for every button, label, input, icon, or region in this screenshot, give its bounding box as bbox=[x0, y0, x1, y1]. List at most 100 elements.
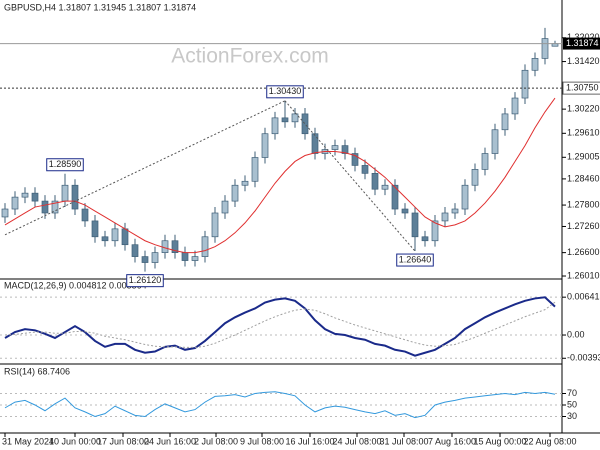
candle-body bbox=[361, 165, 369, 174]
candle-body bbox=[461, 184, 469, 210]
candle-body bbox=[391, 184, 399, 210]
candle-body bbox=[201, 236, 209, 257]
trendline bbox=[284, 100, 416, 252]
rsi-title: RSI(14) 68.7406 bbox=[4, 366, 70, 376]
x-tick-label: 17 Jun 08:00 bbox=[97, 436, 149, 446]
y-tick-label: 1.30220 bbox=[567, 104, 600, 114]
candle-body bbox=[211, 212, 219, 238]
candle-body bbox=[51, 200, 59, 214]
x-tick-label: 31 May 2024 bbox=[2, 436, 54, 446]
candle-body bbox=[141, 256, 149, 263]
annotation-label: 1.28590 bbox=[49, 159, 82, 169]
x-tick-label: 9 Jul 08:00 bbox=[240, 436, 284, 446]
y-tick-label: 1.29610 bbox=[567, 128, 600, 138]
indicator-line bbox=[4, 296, 556, 357]
candle-body bbox=[411, 212, 419, 238]
candle-body bbox=[341, 145, 349, 154]
candle-body bbox=[451, 208, 459, 214]
x-tick-label: 22 Aug 08:00 bbox=[523, 436, 576, 446]
y-tick-label: 30 bbox=[567, 411, 577, 421]
candle-body bbox=[71, 184, 79, 210]
candle-body bbox=[11, 196, 19, 210]
indicator-line bbox=[4, 301, 556, 348]
x-tick-label: 10 Jun 00:00 bbox=[49, 436, 101, 446]
candle-body bbox=[531, 58, 539, 71]
candle-body bbox=[231, 184, 239, 202]
candle-body bbox=[471, 169, 479, 186]
candle-body bbox=[381, 184, 389, 190]
y-tick-label: 1.26600 bbox=[567, 247, 600, 257]
candle-body bbox=[61, 184, 69, 202]
candle-body bbox=[111, 228, 119, 242]
candle-body bbox=[541, 38, 549, 59]
candle-body bbox=[431, 220, 439, 242]
x-tick-label: 2 Jul 08:00 bbox=[194, 436, 238, 446]
y-tick-label: 1.27800 bbox=[567, 199, 600, 209]
annotation-box bbox=[46, 158, 84, 172]
y-tick-label: 0.00 bbox=[567, 329, 585, 339]
candle-body bbox=[131, 244, 139, 257]
indicator-line bbox=[4, 391, 556, 419]
candle-body bbox=[191, 256, 199, 261]
candle-body bbox=[271, 117, 279, 135]
candle-body bbox=[221, 200, 229, 214]
candle-body bbox=[511, 97, 519, 115]
candle-body bbox=[91, 220, 99, 238]
candle-body bbox=[121, 228, 129, 246]
x-tick-label: 16 Jul 16:00 bbox=[285, 436, 334, 446]
candle-body bbox=[41, 200, 49, 214]
watermark: ActionForex.com bbox=[171, 45, 329, 68]
candle-body bbox=[291, 113, 299, 123]
y-tick-label: 1.32020 bbox=[567, 32, 600, 42]
y-tick-label: 1.31420 bbox=[567, 56, 600, 66]
annotation-box bbox=[396, 253, 434, 267]
candle-body bbox=[101, 236, 109, 242]
last-price-box bbox=[563, 37, 600, 50]
candle-body bbox=[81, 208, 89, 222]
x-tick-label: 7 Aug 16:00 bbox=[428, 436, 476, 446]
y-tick-label: 1.29005 bbox=[567, 152, 600, 162]
candle-body bbox=[491, 129, 499, 154]
x-tick-label: 24 Jul 08:00 bbox=[332, 436, 381, 446]
candle-body bbox=[521, 69, 529, 99]
level-box bbox=[562, 81, 600, 95]
candle-body bbox=[241, 180, 249, 186]
candle-body bbox=[1, 208, 9, 218]
chart-title: GBPUSD,H4 1.31807 1.31945 1.31807 1.3187… bbox=[4, 2, 196, 12]
candle-body bbox=[251, 157, 259, 182]
y-tick-label: 1.26010 bbox=[567, 270, 600, 280]
x-tick-label: 31 Jul 08:00 bbox=[379, 436, 428, 446]
annotation-label: 1.30430 bbox=[269, 86, 302, 96]
candle-body bbox=[331, 145, 339, 150]
last-price-label: 1.31874 bbox=[566, 38, 599, 48]
y-tick-label: 1.28460 bbox=[567, 173, 600, 183]
y-tick-label: 1.27260 bbox=[567, 221, 600, 231]
candle-body bbox=[311, 133, 319, 154]
candle-body bbox=[181, 252, 189, 261]
y-tick-label: 0.006413 bbox=[567, 292, 600, 302]
annotation-box bbox=[126, 274, 164, 288]
candle-body bbox=[21, 192, 29, 198]
candle-body bbox=[401, 208, 409, 214]
candle-body bbox=[171, 240, 179, 253]
y-tick-label: 50 bbox=[567, 399, 577, 409]
y-tick-label: -0.003938 bbox=[567, 353, 600, 363]
x-tick-label: 15 Aug 00:00 bbox=[473, 436, 526, 446]
candle-body bbox=[441, 212, 449, 222]
candle-body bbox=[421, 236, 429, 242]
candle-body bbox=[351, 153, 359, 166]
moving-average bbox=[4, 97, 556, 254]
y-tick-label: 70 bbox=[567, 388, 577, 398]
candle-body bbox=[481, 153, 489, 170]
annotation-label: 1.26640 bbox=[399, 254, 432, 264]
annotation-label: 1.26120 bbox=[129, 275, 162, 285]
candle-body bbox=[371, 173, 379, 190]
level-label: 1.30750 bbox=[566, 83, 599, 93]
annotation-box bbox=[266, 85, 304, 99]
candle-body bbox=[261, 133, 269, 158]
candle-body bbox=[281, 117, 289, 123]
macd-title: MACD(12,26,9) 0.004812 0.005564 bbox=[4, 280, 147, 290]
